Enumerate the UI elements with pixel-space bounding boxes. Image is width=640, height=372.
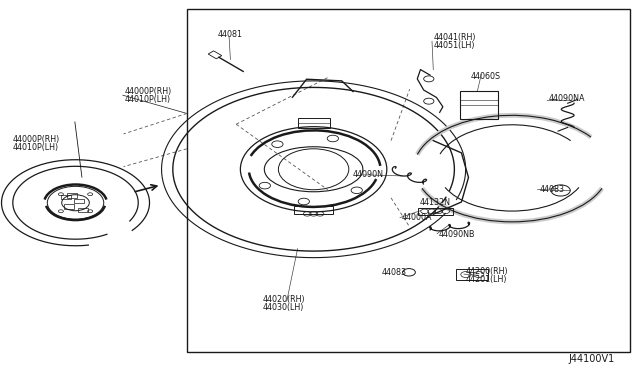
Text: 44081: 44081: [218, 30, 243, 39]
Bar: [78, 208, 88, 212]
Text: 44201(LH): 44201(LH): [466, 275, 508, 284]
Text: 44051(LH): 44051(LH): [434, 41, 476, 50]
Text: 44000P(RH): 44000P(RH): [13, 135, 60, 144]
Bar: [208, 51, 221, 59]
Text: 44060S: 44060S: [470, 72, 500, 81]
Bar: [67, 193, 77, 198]
Bar: [61, 195, 71, 199]
Text: 44020(RH): 44020(RH): [262, 295, 305, 304]
Bar: [294, 206, 333, 214]
Text: 44200(RH): 44200(RH): [466, 267, 509, 276]
Text: 44000A: 44000A: [402, 213, 433, 222]
Text: J44100V1: J44100V1: [568, 354, 614, 364]
Text: 44083: 44083: [381, 268, 406, 277]
Text: 44041(RH): 44041(RH): [434, 33, 476, 42]
Text: 44090N: 44090N: [353, 170, 383, 179]
Bar: [74, 199, 84, 203]
Bar: [460, 91, 498, 119]
Text: 44090NA: 44090NA: [548, 94, 585, 103]
Bar: [456, 269, 488, 280]
Text: 44010P(LH): 44010P(LH): [125, 95, 171, 104]
Text: 44090NB: 44090NB: [439, 230, 476, 239]
Text: 44132N: 44132N: [420, 198, 451, 207]
Text: 44030(LH): 44030(LH): [262, 303, 304, 312]
Text: 44010P(LH): 44010P(LH): [13, 143, 59, 152]
Bar: [187, 9, 630, 352]
Text: 44000P(RH): 44000P(RH): [125, 87, 172, 96]
Bar: [64, 204, 74, 209]
Text: 44083: 44083: [540, 185, 564, 194]
Bar: [418, 208, 453, 215]
Bar: [298, 118, 330, 128]
